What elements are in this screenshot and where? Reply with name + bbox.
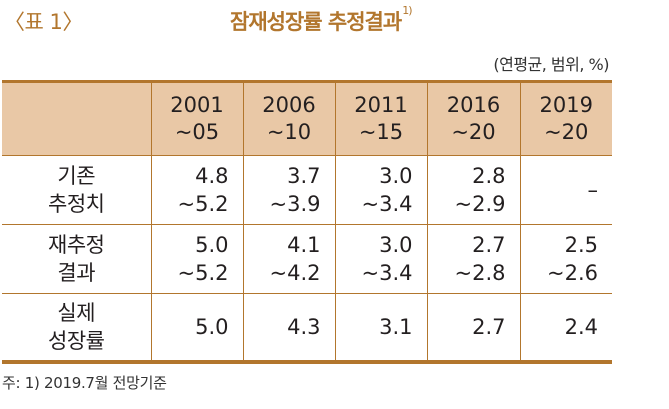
table-cell: 4.8 ~5.2: [150, 155, 243, 225]
unit-note: (연평균, 범위, %): [493, 55, 609, 74]
table-row: 실제 성장률 5.0 4.3 3.1 2.7 2.4: [2, 293, 612, 362]
row-header: 기존 추정치: [2, 155, 151, 225]
table-title-text: 잠재성장률 추정결과: [230, 10, 402, 34]
header-corner: [2, 81, 151, 156]
column-header: 2006 ~10: [242, 81, 335, 156]
table-row: 재추정 결과 5.0 ~5.2 4.1 ~4.2 3.0 ~3.4 2.7 ~2.8 2.…: [2, 224, 612, 294]
column-header: 2016 ~20: [426, 81, 520, 156]
table-cell: 2.5 ~2.6: [519, 224, 612, 294]
table-cell: 5.0 ~5.2: [150, 224, 243, 294]
table-row: 기존 추정치 4.8 ~5.2 3.7 ~3.9 3.0 ~3.4 2.8 ~2.9 –: [2, 155, 612, 225]
footnote: 주: 1) 2019.7월 전망기준: [2, 374, 167, 392]
table-cell: 2.7 ~2.8: [426, 224, 520, 294]
title-footnote-mark: 1): [402, 4, 412, 17]
table-cell: 4.3: [242, 293, 335, 362]
table-cell: 3.0 ~3.4: [334, 155, 427, 225]
table-title: 잠재성장률 추정결과1): [230, 4, 413, 36]
table-cell: 5.0: [150, 293, 243, 362]
column-header: 2001 ~05: [150, 81, 243, 156]
table-number-label: 〈표 1〉: [4, 10, 83, 34]
table-cell: 2.8 ~2.9: [426, 155, 520, 225]
growth-rate-table: 2001 ~05 2006 ~10 2011 ~15 2016 ~20 2019 ~20 …: [2, 80, 612, 364]
row-header: 재추정 결과: [2, 224, 151, 294]
table-cell: 3.1: [334, 293, 427, 362]
row-header: 실제 성장률: [48, 301, 105, 353]
table-cell: 4.1 ~4.2: [242, 224, 335, 294]
table-cell: –: [519, 155, 612, 225]
table-cell: 3.7 ~3.9: [242, 155, 335, 225]
header-row: 2001 ~05 2006 ~10 2011 ~15 2016 ~20 2019 ~20: [2, 81, 612, 156]
column-header: 2019 ~20: [519, 81, 612, 156]
table-cell: 3.0 ~3.4: [334, 224, 427, 294]
table-cell: 2.4: [519, 293, 612, 362]
column-header: 2011 ~15: [334, 81, 427, 156]
table-cell: 2.7: [426, 293, 520, 362]
